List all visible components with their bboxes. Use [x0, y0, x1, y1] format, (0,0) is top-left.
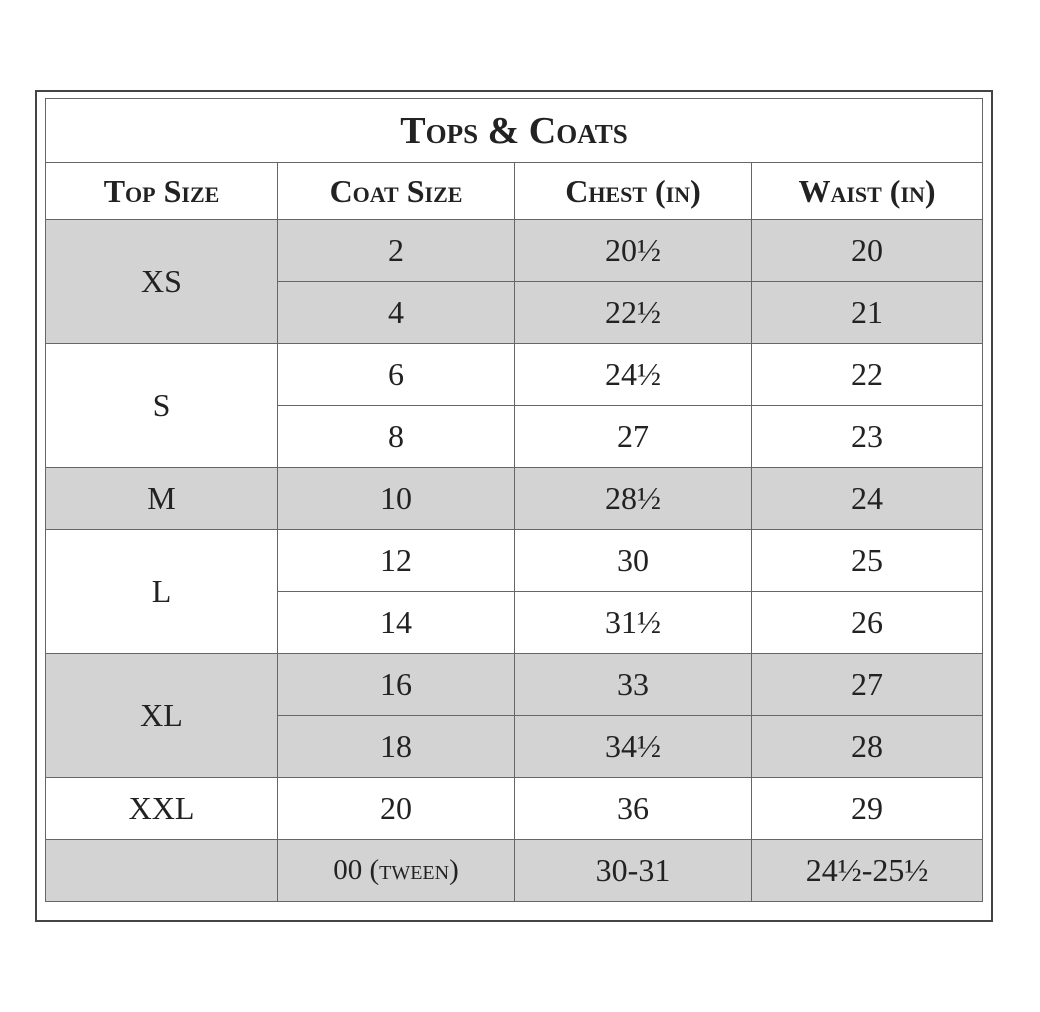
- table-row: S 6 24½ 22: [45, 343, 984, 468]
- cell: 00 (tween): [277, 839, 515, 902]
- cell: 31½: [514, 591, 752, 654]
- cell: 24: [750, 467, 984, 530]
- size-table: Tops & Coats Top Size Coat Size Chest (in)…: [44, 98, 984, 902]
- table-row: 00 (tween) 30-31 24½-25½: [45, 839, 984, 902]
- cell: 29: [750, 777, 984, 840]
- cell: 20: [277, 777, 515, 840]
- cell: 27: [750, 653, 984, 716]
- column-header: Top Size: [45, 162, 278, 220]
- cell: 28½: [514, 467, 752, 530]
- cell: 23: [750, 405, 984, 468]
- cell: 2: [277, 219, 515, 282]
- table-row: 14 31½ 26: [46, 591, 984, 654]
- cell: 30: [514, 529, 752, 592]
- cell: 6: [277, 343, 515, 406]
- top-size: M: [45, 467, 278, 530]
- cell: 30-31: [514, 839, 752, 902]
- cell: 21: [750, 281, 984, 344]
- cell: 18: [277, 715, 515, 778]
- column-header: Coat Size: [277, 162, 515, 220]
- cell: 26: [750, 591, 984, 654]
- cell: 16: [277, 653, 515, 716]
- cell: 34½: [514, 715, 752, 778]
- top-size: XL: [45, 653, 278, 778]
- cell: 14: [277, 591, 515, 654]
- column-header: Waist (in): [750, 162, 984, 220]
- table-row: XL 16 33 27: [45, 653, 984, 778]
- top-size: XS: [45, 219, 278, 344]
- cell: 8: [277, 405, 515, 468]
- table-row: L 12 30 25: [45, 529, 984, 654]
- cell: 4: [277, 281, 515, 344]
- cell: 24½-25½: [750, 839, 984, 902]
- table-row: XXL 20 36 29: [45, 777, 984, 840]
- outer-frame: [35, 90, 993, 922]
- cell: 28: [750, 715, 984, 778]
- cell: 22: [750, 343, 984, 406]
- cell: 33: [514, 653, 752, 716]
- top-size: L: [45, 529, 278, 654]
- cell: 25: [750, 529, 984, 592]
- table-row: 8 27 23: [46, 405, 984, 468]
- cell: 20½: [514, 219, 752, 282]
- cell: 27: [514, 405, 752, 468]
- cell: [45, 839, 278, 902]
- cell: 12: [277, 529, 515, 592]
- cell: 10: [277, 467, 515, 530]
- cell: 20: [750, 219, 984, 282]
- cell: 24½: [514, 343, 752, 406]
- column-header: Chest (in): [514, 162, 752, 220]
- top-size: XXL: [45, 777, 278, 840]
- top-size: S: [45, 343, 278, 468]
- table-title: Tops & Coats: [44, 98, 984, 163]
- table-row: M 10 28½ 24: [45, 467, 984, 530]
- table-row: XS 2 20½ 20: [45, 219, 984, 344]
- cell: 22½: [514, 281, 752, 344]
- cell: 36: [514, 777, 752, 840]
